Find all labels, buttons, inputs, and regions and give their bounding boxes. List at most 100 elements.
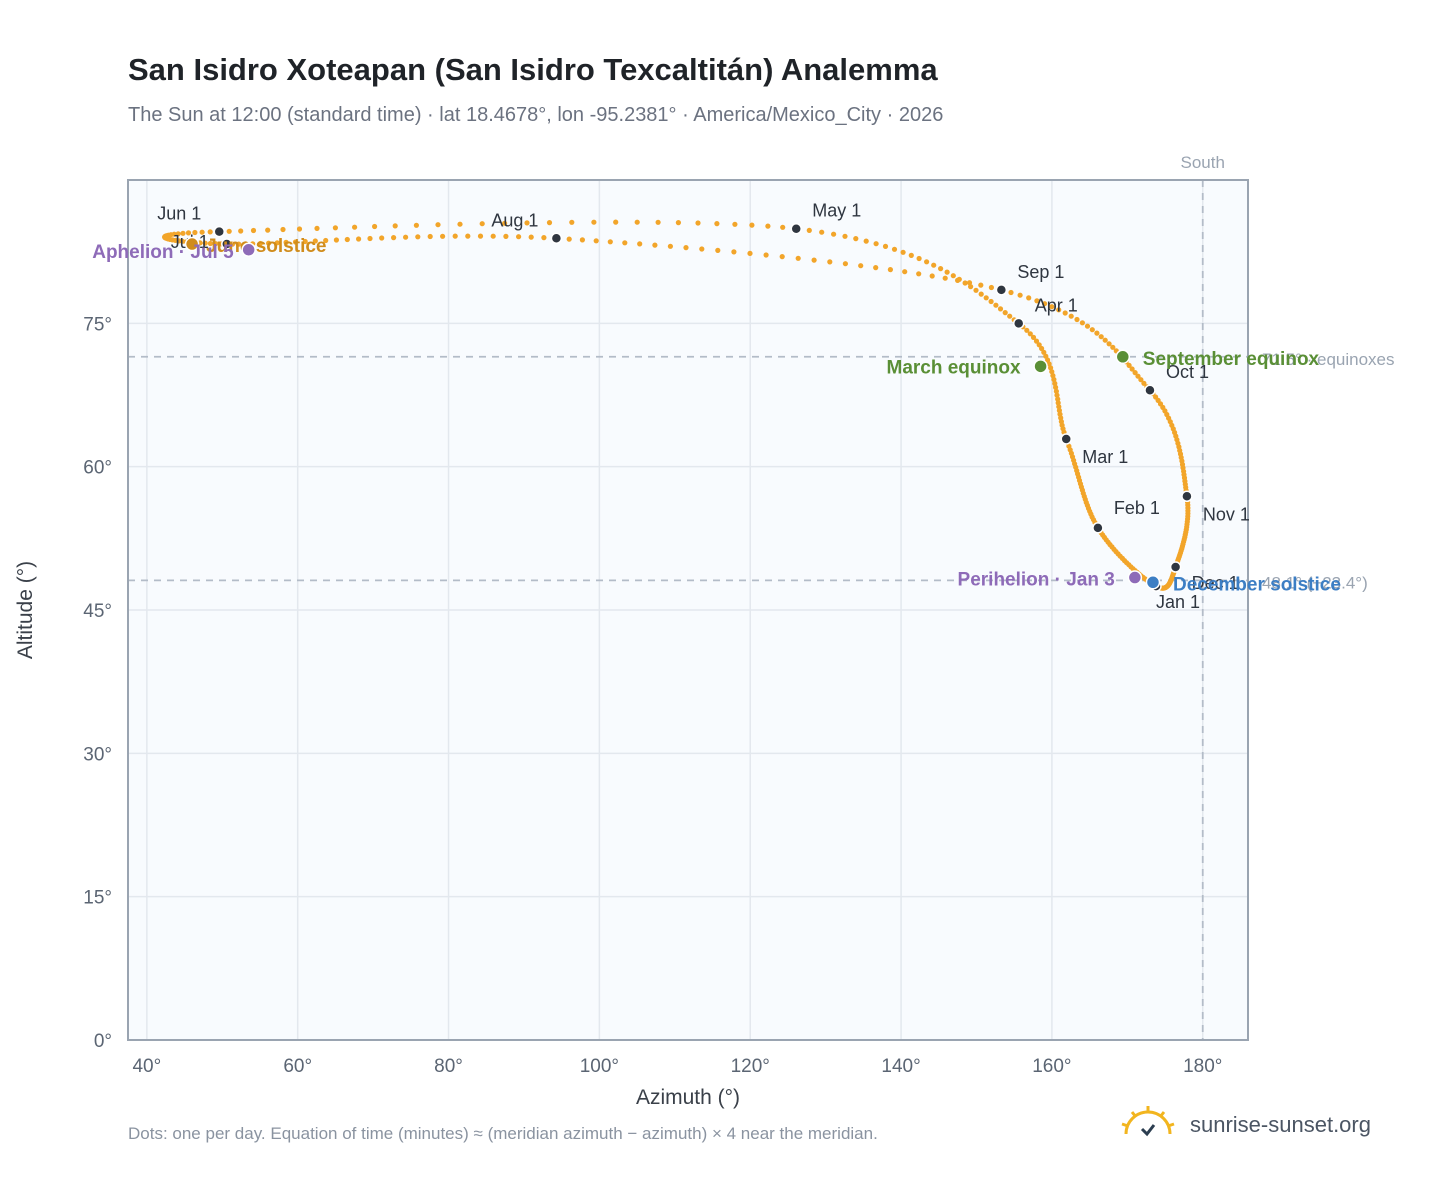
month-marker-dot <box>995 284 1008 296</box>
x-tick-label: 140° <box>881 1056 920 1077</box>
reference-lines: South 71.5° · equinoxes 48.1° (−23.4°) <box>128 153 1395 1040</box>
month-marker-label: Mar 1 <box>1082 447 1128 467</box>
month-marker-dot <box>1012 317 1025 330</box>
day-dot <box>591 219 597 225</box>
day-dot <box>391 235 397 241</box>
day-dot <box>968 284 974 290</box>
day-dot <box>607 239 613 245</box>
day-dot <box>490 233 496 239</box>
day-dot <box>853 236 859 242</box>
y-tick-label: 15° <box>83 888 112 909</box>
day-dot <box>503 233 509 239</box>
day-dot <box>765 223 771 229</box>
day-dot <box>699 246 705 252</box>
plot-frame <box>127 179 1249 1041</box>
day-dot <box>1055 396 1061 402</box>
reference-line-label: 48.1° (−23.4°) <box>1262 573 1368 592</box>
day-dot <box>274 240 280 246</box>
day-dot <box>873 241 879 247</box>
day-dot <box>749 222 755 228</box>
day-dot <box>1084 323 1091 329</box>
day-dot <box>891 246 898 252</box>
day-dot <box>858 263 864 269</box>
analemma-curve <box>162 219 1191 591</box>
event-label: Aphelion · Jul 5 <box>92 242 234 263</box>
event-label: December solstice <box>1173 574 1341 595</box>
day-dot <box>1094 330 1100 336</box>
day-dot <box>929 273 935 279</box>
month-marker-label: Feb 1 <box>1114 498 1160 518</box>
day-dot <box>1042 301 1048 307</box>
month-marker-dot <box>790 222 802 235</box>
day-dot <box>283 239 289 245</box>
day-dot <box>900 249 906 255</box>
event-marker-dot <box>1127 570 1143 585</box>
day-dot <box>1138 377 1144 383</box>
day-dot <box>1007 313 1013 319</box>
day-dot <box>175 231 181 237</box>
day-dot <box>978 291 984 297</box>
day-dot <box>440 233 446 239</box>
day-dot <box>613 219 619 225</box>
day-dot <box>997 306 1004 312</box>
day-dot <box>546 220 553 226</box>
y-axis-label: Altitude (°) <box>14 561 37 659</box>
day-dot <box>367 235 373 242</box>
day-dot <box>634 219 640 225</box>
y-tick-label: 30° <box>83 744 112 765</box>
x-tick-label: 180° <box>1183 1056 1222 1077</box>
day-dot <box>966 280 973 286</box>
day-dot <box>213 241 219 247</box>
day-dot <box>1098 334 1104 340</box>
day-dot <box>1132 370 1138 376</box>
day-dot <box>199 229 205 235</box>
day-dot <box>185 230 192 236</box>
day-dot <box>675 220 682 226</box>
day-dot <box>524 220 530 226</box>
x-tick-label: 120° <box>731 1056 770 1077</box>
day-dot <box>250 227 257 234</box>
day-dot <box>1046 361 1052 367</box>
day-dot <box>962 280 968 286</box>
day-dot <box>1141 380 1147 386</box>
day-dot <box>302 238 308 245</box>
day-dot <box>236 241 242 247</box>
day-dot <box>392 223 398 229</box>
day-dot <box>842 233 848 239</box>
day-dot <box>579 237 586 243</box>
day-dot <box>238 228 244 234</box>
day-dot <box>887 267 894 273</box>
day-dot <box>352 224 358 230</box>
event-marker-dot <box>1115 349 1131 365</box>
day-dot <box>1062 310 1068 316</box>
day-dot <box>1008 289 1014 296</box>
day-dot <box>1050 373 1056 379</box>
day-dot <box>332 225 338 231</box>
day-dot <box>1129 366 1135 372</box>
day-dot <box>477 233 484 239</box>
meridian-label: South <box>1181 153 1225 172</box>
day-dot <box>924 259 930 265</box>
y-tick-label: 60° <box>83 458 112 479</box>
month-marker-label: Sep 1 <box>1017 262 1064 282</box>
month-marker-dot <box>213 225 226 238</box>
event-marker-dot <box>241 242 256 258</box>
y-tick-label: 0° <box>94 1031 112 1052</box>
day-dot <box>1106 341 1112 347</box>
day-dot <box>873 265 879 271</box>
day-dot <box>1036 342 1042 348</box>
day-dot <box>1049 369 1055 375</box>
day-dot <box>1049 304 1055 310</box>
brand[interactable]: sunrise-sunset.org <box>1120 1104 1420 1148</box>
day-dot <box>296 226 303 232</box>
day-dot <box>942 275 948 281</box>
day-dot <box>1030 334 1037 340</box>
x-tick-label: 60° <box>283 1056 312 1077</box>
day-dot <box>1068 313 1074 319</box>
event-label: September equinox <box>1143 349 1320 370</box>
day-dot <box>180 230 186 236</box>
day-dot <box>265 227 271 233</box>
reference-line-label: 71.5° · equinoxes <box>1262 350 1395 369</box>
day-dot <box>314 225 320 231</box>
day-dot <box>379 235 385 241</box>
